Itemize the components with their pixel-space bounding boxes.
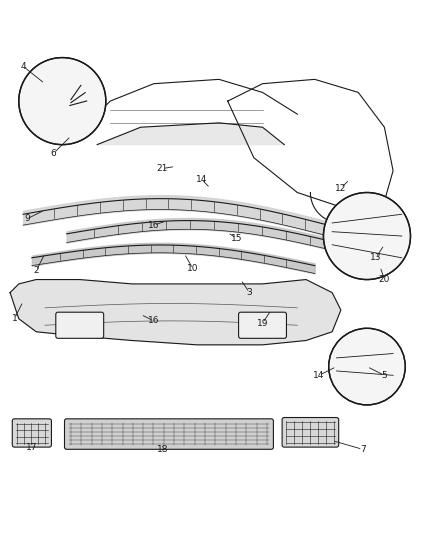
FancyBboxPatch shape bbox=[56, 312, 104, 338]
Text: 18: 18 bbox=[157, 445, 168, 454]
Text: 17: 17 bbox=[26, 442, 38, 451]
Polygon shape bbox=[97, 123, 284, 144]
FancyBboxPatch shape bbox=[239, 312, 286, 338]
FancyBboxPatch shape bbox=[282, 417, 339, 447]
Text: 2: 2 bbox=[33, 266, 39, 276]
Text: 7: 7 bbox=[360, 445, 365, 454]
Text: 4: 4 bbox=[20, 62, 26, 71]
FancyBboxPatch shape bbox=[12, 419, 51, 447]
Text: 14: 14 bbox=[196, 175, 207, 184]
Text: 5: 5 bbox=[381, 371, 387, 380]
Circle shape bbox=[323, 192, 410, 279]
Polygon shape bbox=[10, 279, 341, 345]
Text: 15: 15 bbox=[231, 233, 242, 243]
Text: 14: 14 bbox=[314, 371, 325, 380]
Text: 10: 10 bbox=[187, 264, 199, 273]
Text: 16: 16 bbox=[148, 221, 159, 230]
Text: 21: 21 bbox=[157, 164, 168, 173]
Text: 12: 12 bbox=[335, 184, 346, 192]
Text: 13: 13 bbox=[370, 253, 381, 262]
Text: 20: 20 bbox=[379, 275, 390, 284]
Text: 9: 9 bbox=[25, 214, 30, 223]
Circle shape bbox=[19, 58, 106, 144]
Text: 19: 19 bbox=[257, 319, 268, 328]
Text: 6: 6 bbox=[51, 149, 57, 158]
FancyBboxPatch shape bbox=[64, 419, 273, 449]
Text: 1: 1 bbox=[11, 314, 18, 323]
Circle shape bbox=[328, 328, 405, 405]
Text: 3: 3 bbox=[247, 288, 252, 297]
Text: 16: 16 bbox=[148, 317, 159, 326]
